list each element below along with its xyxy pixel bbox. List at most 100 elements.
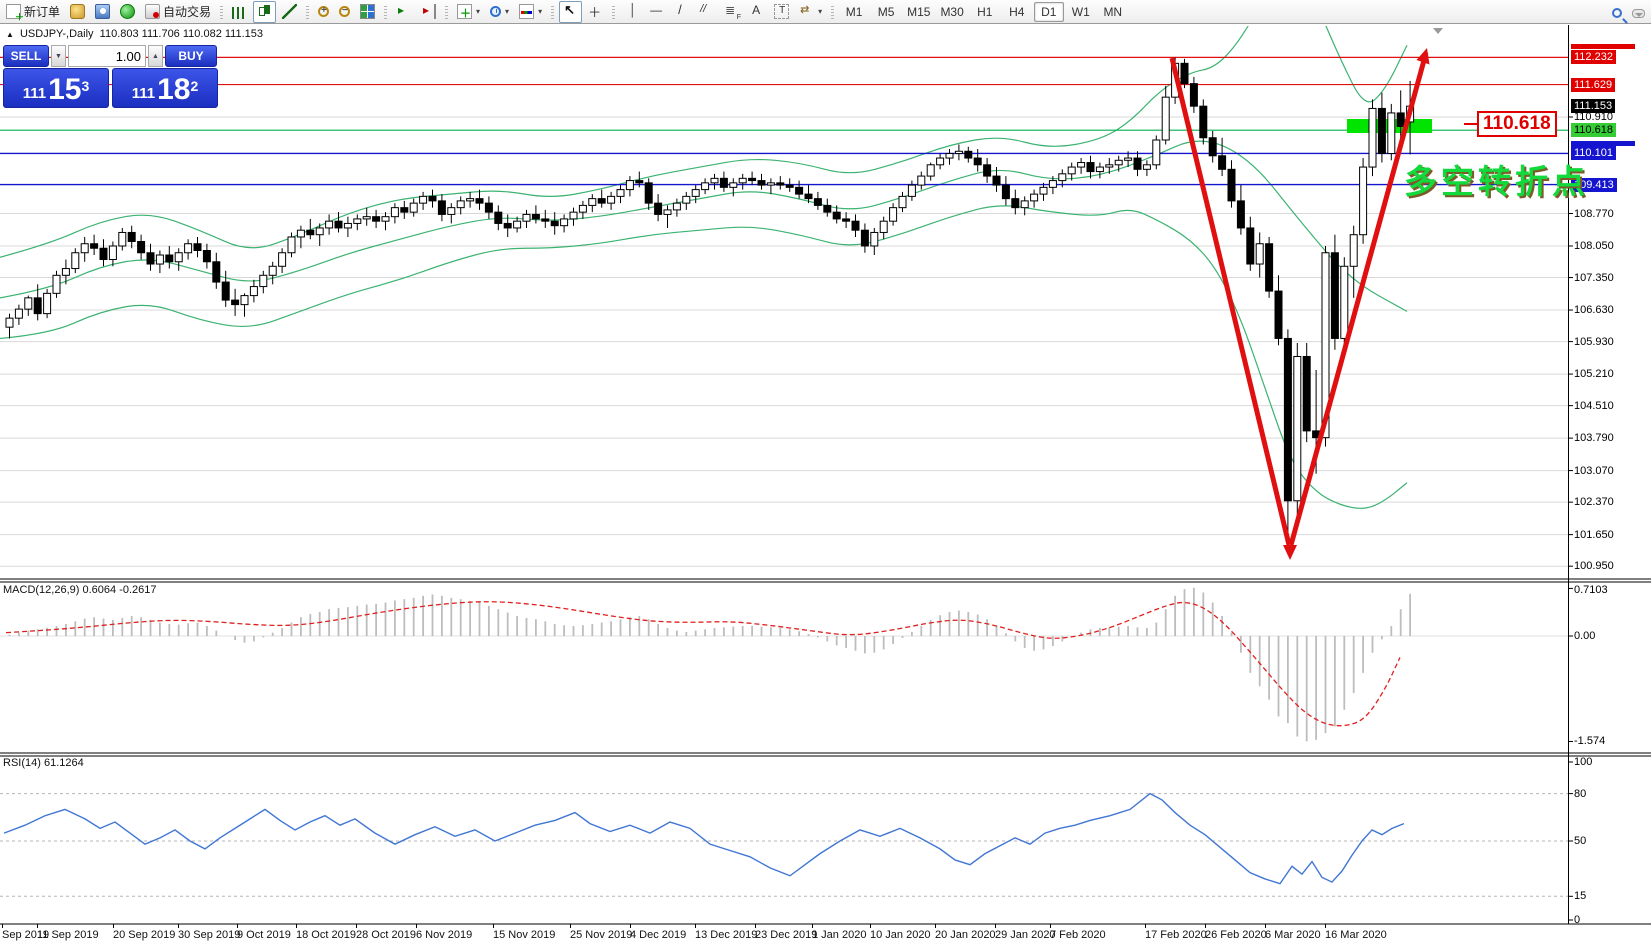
autotrading-button[interactable]: 自动交易	[141, 1, 215, 23]
chat-icon[interactable]	[1632, 8, 1645, 18]
fibonacci-icon	[724, 3, 741, 21]
volume-input[interactable]: 1.00	[68, 45, 146, 67]
text-label-button[interactable]	[770, 1, 793, 23]
chevron-down-icon: ▾	[505, 7, 510, 16]
toolbar-right	[1612, 0, 1645, 24]
indicators-button[interactable]: ▾	[453, 1, 484, 23]
collapse-panel-icon[interactable]: ▲	[6, 30, 14, 39]
ask-price-display[interactable]: 111 18 2	[112, 68, 218, 108]
sell-button[interactable]: SELL	[3, 45, 49, 67]
price-label-112.232: 112.232	[1571, 50, 1616, 65]
date-label: 23 Dec 2019	[755, 929, 818, 941]
ask-price-point: 2	[190, 78, 199, 94]
crosshair-button[interactable]	[584, 1, 607, 23]
buy-button[interactable]: BUY	[165, 45, 217, 67]
price-label-110.618: 110.618	[1571, 123, 1616, 138]
community-button[interactable]	[91, 1, 114, 23]
periods-button[interactable]: ▾	[486, 1, 513, 23]
line-chart-button[interactable]	[278, 1, 301, 23]
zoom-out-icon	[339, 5, 351, 17]
timeframe-W1[interactable]: W1	[1071, 4, 1090, 19]
timeframe-M5[interactable]: M5	[877, 4, 895, 19]
search-icon[interactable]	[1612, 7, 1622, 18]
signals-button[interactable]	[116, 1, 139, 23]
bid-price-display[interactable]: 111 15 3	[3, 68, 109, 108]
autotrading-icon	[145, 4, 161, 19]
macd-axis-label--1.574: -1.574	[1574, 735, 1606, 748]
bid-price-point: 3	[81, 78, 90, 94]
date-label: 4 Dec 2019	[630, 929, 687, 941]
timeframe-H4[interactable]: H4	[1009, 4, 1025, 19]
channel-button[interactable]	[695, 1, 718, 23]
timeframe-M30[interactable]: M30	[940, 4, 964, 19]
volume-increase-button[interactable]: ▲	[148, 45, 163, 67]
macd-axis-label-0.00: 0.00	[1574, 630, 1596, 642]
text-icon	[749, 3, 764, 19]
horizontal-line-button[interactable]	[645, 1, 668, 23]
timeframe-D1[interactable]: D1	[1033, 1, 1064, 22]
rsi-axis-label-15: 15	[1574, 890, 1587, 903]
fibonacci-button[interactable]	[720, 1, 743, 23]
rsi-axis-label-0: 0	[1574, 914, 1581, 926]
price-label-106.630: 106.630	[1574, 304, 1614, 317]
macd-axis-label-0.7103: 0.7103	[1574, 584, 1608, 596]
date-label: 10 Jan 2020	[870, 929, 931, 941]
chart-shift-button[interactable]	[417, 1, 440, 23]
line-chart-icon	[282, 4, 298, 19]
tile-windows-icon	[360, 4, 376, 19]
price-label-100.950: 100.950	[1574, 560, 1614, 573]
mailbox-button[interactable]	[66, 1, 89, 23]
chevron-down-icon: ▾	[818, 7, 823, 16]
new-order-label: 新订单	[24, 5, 61, 19]
price-label-111.629: 111.629	[1571, 77, 1616, 92]
price-label-108.770: 108.770	[1574, 207, 1614, 220]
ask-price-pips: 18	[157, 73, 191, 106]
date-label: 7 Feb 2020	[1050, 929, 1106, 941]
bar-chart-button[interactable]	[228, 1, 251, 23]
trendline-button[interactable]	[670, 1, 693, 23]
toolbar-grip	[306, 4, 310, 19]
zoom-in-icon	[318, 5, 330, 17]
indicators-icon	[457, 4, 473, 21]
signals-icon	[120, 4, 136, 19]
zoom-in-button[interactable]	[314, 1, 333, 23]
vertical-line-button[interactable]	[620, 1, 643, 23]
channel-icon	[699, 3, 714, 19]
partial-price-label	[1571, 141, 1635, 146]
date-label: 11 Sep 2019	[37, 929, 99, 941]
text-label-icon	[774, 4, 790, 19]
candlestick-chart-button[interactable]	[253, 0, 277, 23]
macd-label: MACD(12,26,9) 0.6064 -0.2617	[3, 584, 157, 596]
templates-button[interactable]: ▾	[515, 1, 546, 23]
timeframe-M15[interactable]: M15	[907, 4, 931, 19]
auto-scroll-button[interactable]	[392, 1, 415, 23]
date-label: 18 Oct 2019	[296, 929, 356, 941]
tile-windows-button[interactable]	[356, 1, 379, 23]
timeframe-H1[interactable]: H1	[977, 4, 993, 19]
toolbar-grip	[445, 4, 449, 19]
arrows-button[interactable]: ▾	[795, 1, 826, 23]
zoom-out-button[interactable]	[335, 1, 354, 23]
volume-decrease-button[interactable]: ▼	[51, 45, 66, 67]
price-label-103.790: 103.790	[1574, 432, 1614, 445]
date-label: 28 Oct 2019	[356, 929, 416, 941]
date-label: 20 Sep 2019	[113, 929, 176, 941]
price-label-101.650: 101.650	[1574, 528, 1614, 541]
cursor-button[interactable]	[559, 0, 583, 23]
price-label-107.350: 107.350	[1574, 271, 1614, 284]
horizontal-line-icon	[649, 3, 664, 19]
timeframe-MN[interactable]: MN	[1103, 4, 1123, 19]
price-label-110.910: 110.910	[1574, 111, 1613, 123]
turning-point-annotation[interactable]: 多空转折点	[1404, 163, 1589, 200]
price-callout-label[interactable]: 110.618	[1477, 111, 1557, 137]
timeframe-M1[interactable]: M1	[845, 4, 863, 19]
price-label-111.153: 111.153	[1571, 99, 1616, 114]
one-click-trading-panel: SELL ▼ 1.00 ▲ BUY 111 15 3 111 18 2	[3, 45, 218, 108]
price-label-105.210: 105.210	[1574, 368, 1614, 381]
price-label-102.370: 102.370	[1574, 496, 1614, 509]
new-order-button[interactable]: 新订单	[2, 1, 64, 23]
text-button[interactable]	[745, 1, 768, 23]
rsi-label: RSI(14) 61.1264	[3, 757, 84, 769]
